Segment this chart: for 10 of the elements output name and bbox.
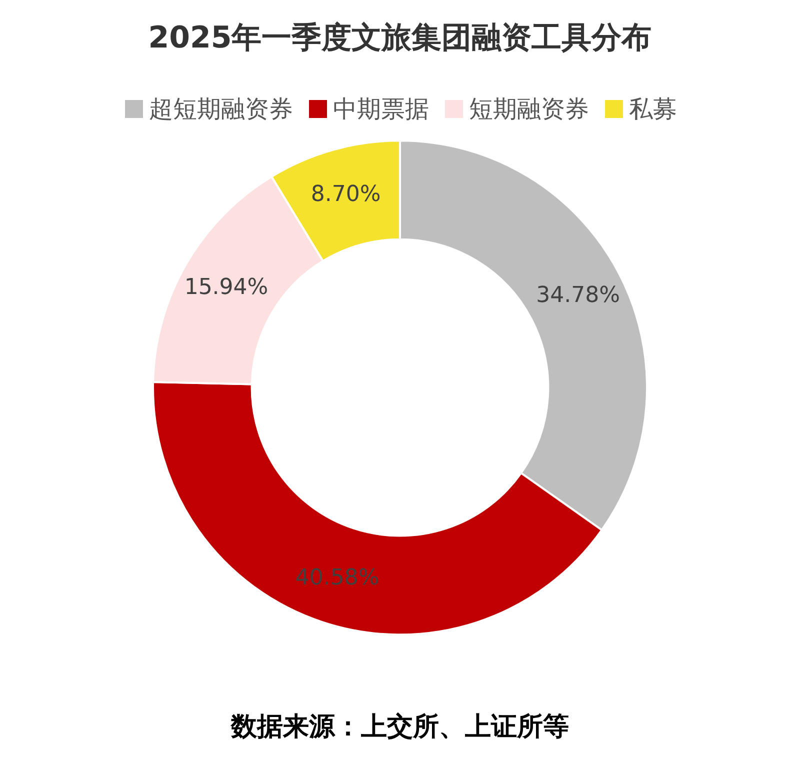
source-note: 数据来源：上交所、上证所等	[230, 712, 569, 742]
chart-title: 2025年一季度文旅集团融资工具分布	[148, 20, 652, 56]
data-label: 15.94%	[184, 274, 268, 300]
legend-label: 短期融资券	[469, 95, 589, 123]
legend-label: 中期票据	[333, 95, 429, 123]
data-label: 34.78%	[536, 282, 620, 308]
data-label: 8.70%	[310, 182, 381, 207]
legend-label: 超短期融资券	[149, 95, 293, 123]
legend-label: 私募	[629, 95, 677, 123]
data-label: 40.58%	[295, 566, 380, 591]
